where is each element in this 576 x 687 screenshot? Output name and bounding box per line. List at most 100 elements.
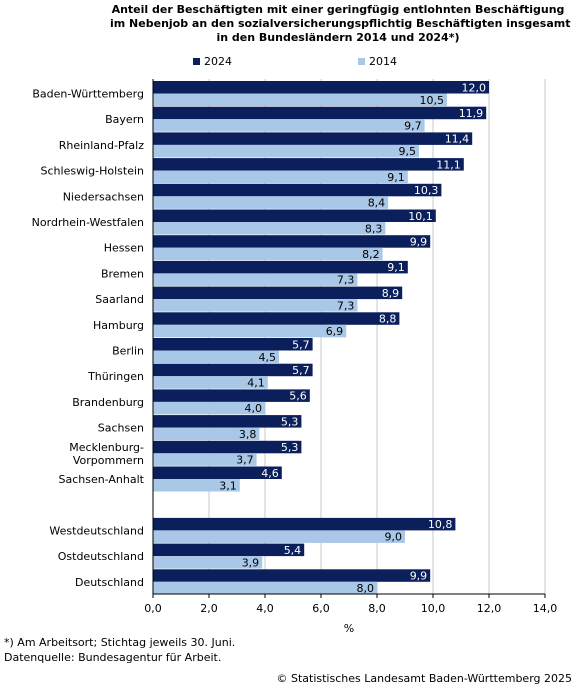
bar bbox=[153, 132, 473, 145]
legend-swatch bbox=[358, 58, 365, 65]
category-label: Sachsen bbox=[98, 422, 144, 435]
data-label: 10,3 bbox=[414, 184, 439, 197]
data-label: 10,5 bbox=[420, 94, 445, 107]
bar bbox=[153, 158, 464, 171]
category-label: Rheinland-Pfalz bbox=[59, 139, 144, 152]
x-axis-label: % bbox=[344, 622, 354, 635]
source-note: Datenquelle: Bundesagentur für Arbeit. bbox=[4, 651, 222, 664]
x-tick-label: 6,0 bbox=[312, 602, 330, 615]
data-label: 5,4 bbox=[284, 544, 302, 557]
bar bbox=[153, 119, 425, 132]
copyright: © Statistisches Landesamt Baden-Württemb… bbox=[276, 672, 572, 685]
title-line: im Nebenjob an den sozialversicherungspf… bbox=[110, 17, 571, 30]
bar bbox=[153, 81, 489, 94]
bar bbox=[153, 144, 419, 158]
data-label: 8,2 bbox=[362, 248, 380, 261]
data-label: 8,8 bbox=[379, 313, 397, 326]
data-label: 11,1 bbox=[436, 158, 461, 171]
data-label: 4,5 bbox=[259, 351, 277, 364]
category-label: Sachsen-Anhalt bbox=[58, 473, 144, 486]
data-label: 3,9 bbox=[242, 556, 260, 569]
bar bbox=[153, 312, 400, 325]
x-tick-label: 2,0 bbox=[200, 602, 218, 615]
data-label: 3,8 bbox=[239, 428, 257, 441]
x-tick-label: 12,0 bbox=[477, 602, 502, 615]
bar bbox=[153, 235, 431, 248]
x-tick-label: 14,0 bbox=[533, 602, 558, 615]
bar bbox=[153, 93, 447, 106]
bar bbox=[153, 324, 347, 338]
bar bbox=[153, 479, 240, 492]
data-label: 4,1 bbox=[247, 376, 265, 389]
bar bbox=[153, 260, 408, 274]
legend-label: 2024 bbox=[204, 55, 232, 68]
data-label: 10,8 bbox=[428, 518, 453, 531]
category-label: Hessen bbox=[104, 242, 144, 255]
bar bbox=[153, 543, 305, 557]
bar bbox=[153, 401, 265, 415]
data-label: 4,6 bbox=[261, 467, 279, 480]
data-label: 5,3 bbox=[281, 441, 299, 454]
bar bbox=[153, 209, 436, 222]
bar bbox=[153, 350, 279, 363]
bar bbox=[153, 517, 456, 531]
x-tick-label: 4,0 bbox=[256, 602, 274, 615]
category-label: Schleswig-Holstein bbox=[41, 165, 144, 178]
category-label: Berlin bbox=[112, 345, 144, 358]
data-label: 6,9 bbox=[326, 325, 344, 338]
chart-title: Anteil der Beschäftigten mit einer gerin… bbox=[110, 3, 571, 45]
data-label: 9,9 bbox=[410, 570, 428, 583]
category-label: Vorpommern bbox=[73, 454, 144, 467]
data-label: 8,3 bbox=[365, 222, 383, 235]
footnote: *) Am Arbeitsort; Stichtag jeweils 30. J… bbox=[4, 636, 236, 649]
title-line: in den Bundesländern 2014 und 2024*) bbox=[216, 31, 460, 44]
data-label: 3,7 bbox=[236, 454, 254, 467]
x-tick-label: 0,0 bbox=[144, 602, 162, 615]
x-tick-label: 10,0 bbox=[421, 602, 446, 615]
category-label: Bremen bbox=[101, 267, 144, 280]
data-label: 9,7 bbox=[404, 119, 422, 132]
category-label: Bayern bbox=[105, 113, 144, 126]
category-label: Saarland bbox=[95, 293, 144, 306]
bar bbox=[153, 247, 383, 261]
data-label: 5,7 bbox=[292, 338, 310, 351]
category-label: Thüringen bbox=[87, 370, 144, 383]
category-label: Brandenburg bbox=[72, 396, 144, 409]
bar bbox=[153, 106, 487, 120]
data-label: 9,9 bbox=[410, 235, 428, 248]
bar bbox=[153, 338, 313, 351]
category-label: Niedersachsen bbox=[63, 190, 144, 203]
data-label: 11,4 bbox=[445, 133, 470, 146]
data-label: 10,1 bbox=[408, 210, 433, 223]
data-label: 8,0 bbox=[357, 582, 375, 595]
data-label: 3,1 bbox=[219, 479, 237, 492]
data-label: 4,0 bbox=[245, 402, 263, 415]
data-label: 5,3 bbox=[281, 415, 299, 428]
category-label: Hamburg bbox=[93, 319, 144, 332]
bar bbox=[153, 376, 268, 389]
data-label: 9,1 bbox=[387, 261, 405, 274]
bar bbox=[153, 389, 310, 402]
data-label: 7,3 bbox=[337, 299, 355, 312]
bar bbox=[153, 569, 431, 582]
bar bbox=[153, 581, 377, 595]
bar bbox=[153, 299, 358, 312]
data-label: 9,0 bbox=[385, 531, 403, 544]
bar bbox=[153, 427, 260, 441]
data-label: 8,9 bbox=[382, 287, 400, 300]
category-label: Baden-Württemberg bbox=[32, 88, 144, 101]
legend-swatch bbox=[193, 58, 200, 65]
category-label: Mecklenburg- bbox=[69, 441, 144, 454]
data-label: 5,6 bbox=[289, 390, 307, 403]
data-label: 5,7 bbox=[292, 364, 310, 377]
data-label: 8,4 bbox=[368, 197, 386, 210]
bar bbox=[153, 556, 263, 569]
bar bbox=[153, 183, 442, 197]
bar bbox=[153, 415, 302, 428]
bar bbox=[153, 440, 302, 454]
category-label: Nordrhein-Westfalen bbox=[32, 216, 144, 229]
data-label: 12,0 bbox=[462, 81, 487, 94]
x-tick-label: 8,0 bbox=[368, 602, 386, 615]
data-label: 9,1 bbox=[387, 171, 405, 184]
